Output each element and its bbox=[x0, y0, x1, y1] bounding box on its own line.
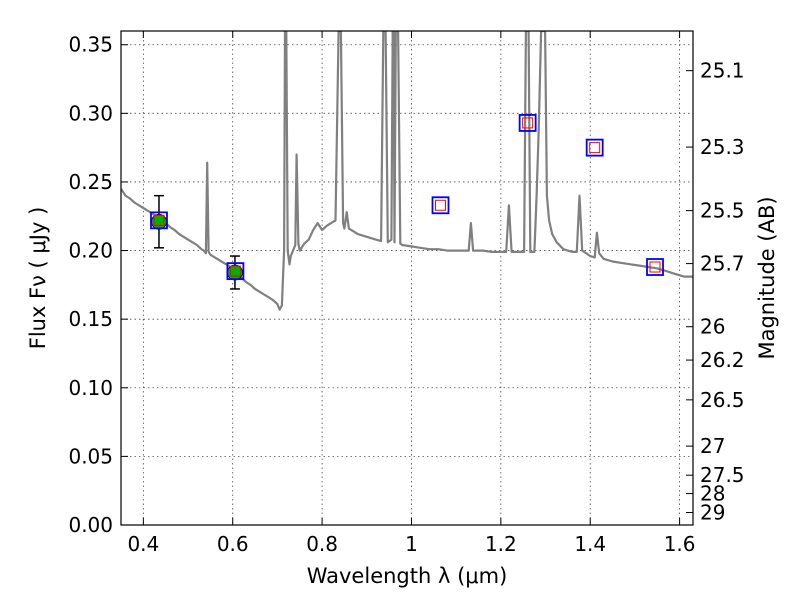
y-tick-label: 0.00 bbox=[68, 513, 113, 537]
plot-frame bbox=[120, 30, 694, 526]
y-tick-label: 0.35 bbox=[68, 33, 113, 57]
model-point-inner bbox=[435, 199, 447, 211]
y2-tick-label: 25.5 bbox=[700, 199, 745, 223]
model-point-inner bbox=[229, 265, 241, 277]
y2-tick-label: 26.5 bbox=[700, 388, 745, 412]
x-tick-label: 1 bbox=[405, 532, 418, 556]
grid bbox=[121, 31, 693, 526]
model-point-box bbox=[646, 258, 664, 276]
y-tick-label: 0.25 bbox=[68, 170, 113, 194]
x-tick-label: 0.4 bbox=[127, 532, 159, 556]
x-tick-label: 1.4 bbox=[574, 532, 606, 556]
model-point-inner bbox=[589, 142, 601, 154]
model-point-box bbox=[585, 138, 604, 157]
y-tick-label: 0.20 bbox=[68, 239, 113, 263]
y-axis: 0.00 0.05 0.10 0.15 0.20 0.25 0.30 0.35 bbox=[68, 33, 128, 537]
y-tick-label: 0.05 bbox=[68, 444, 113, 468]
y-tick-label: 0.10 bbox=[68, 376, 113, 400]
model-point-inner bbox=[649, 261, 661, 273]
spectrum-line bbox=[121, 31, 693, 311]
y2-tick-label: 26 bbox=[700, 315, 725, 339]
model-spectrum bbox=[121, 31, 693, 311]
y2-tick-label: 25.3 bbox=[700, 135, 745, 159]
y2-tick-label: 25.7 bbox=[700, 252, 745, 276]
model-point-inner bbox=[153, 214, 165, 226]
x-tick-label: 0.6 bbox=[217, 532, 249, 556]
y-axis-label: Flux Fν ( μJy ) bbox=[26, 207, 50, 350]
y-tick-label: 0.15 bbox=[68, 307, 113, 331]
y2-tick-label: 27 bbox=[700, 434, 725, 458]
x-tick-label: 1.2 bbox=[485, 532, 517, 556]
x-tick-label: 0.8 bbox=[306, 532, 338, 556]
model-point-box bbox=[518, 114, 537, 132]
x-axis-label: Wavelength λ (μm) bbox=[307, 564, 508, 588]
model-point-box bbox=[150, 211, 168, 230]
model-point-box bbox=[226, 262, 245, 281]
x-axis: 0.4 0.6 0.8 1 1.2 1.4 1.6 bbox=[127, 31, 696, 556]
model-point-inner bbox=[522, 117, 534, 129]
y2-tick-label: 26.2 bbox=[700, 348, 745, 372]
observed-photometry bbox=[151, 194, 243, 290]
model-point-box bbox=[431, 196, 450, 215]
y-tick-label: 0.30 bbox=[68, 101, 113, 125]
y2-tick-label: 28 bbox=[700, 482, 725, 506]
y2-tick-label: 27.5 bbox=[700, 463, 745, 487]
y2-tick-label: 29 bbox=[700, 501, 725, 525]
x-tick-label: 1.6 bbox=[664, 532, 696, 556]
model-photometry bbox=[150, 114, 664, 281]
y2-tick-label: 25.1 bbox=[700, 59, 745, 83]
y2-axis-label: Magnitude (AB) bbox=[755, 196, 779, 359]
